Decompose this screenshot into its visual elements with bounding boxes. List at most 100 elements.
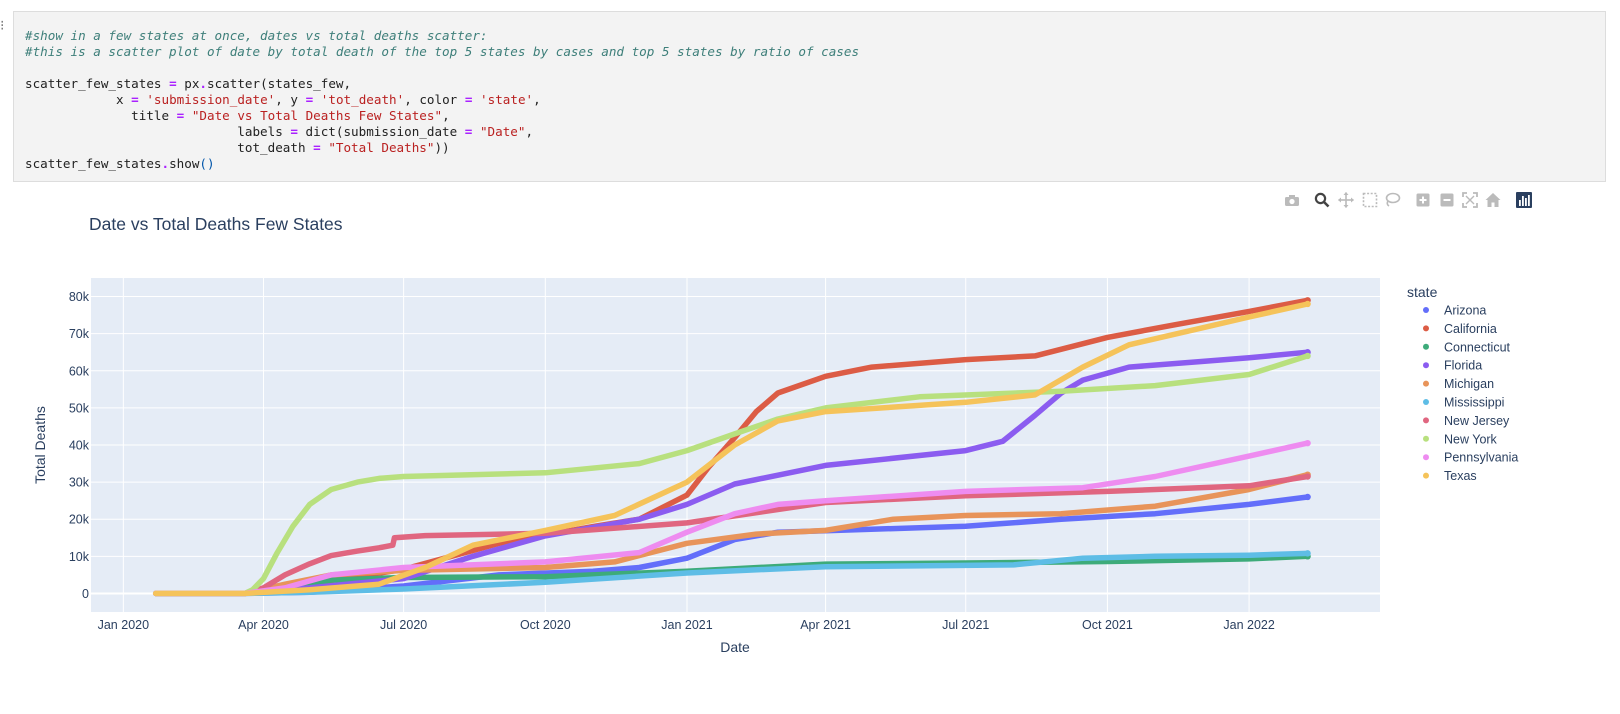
y-tick-label: 0 <box>82 587 89 601</box>
code-token: = <box>169 76 177 91</box>
code-token: = <box>290 124 298 139</box>
code-token: = <box>305 92 314 107</box>
legend-item[interactable]: New York <box>1423 432 1498 446</box>
code-token: , y <box>275 92 306 107</box>
series-new-york[interactable] <box>152 353 1311 597</box>
scatter-chart[interactable]: Date vs Total Deaths Few States 0 10k 20k 3… <box>0 214 1620 714</box>
legend-label: Michigan <box>1444 377 1494 391</box>
pan-icon[interactable] <box>1336 190 1356 210</box>
series-new-jersey[interactable] <box>152 473 1311 597</box>
data-point[interactable] <box>1304 550 1311 557</box>
data-point[interactable] <box>1304 352 1311 360</box>
x-tick-label: Jul 2020 <box>380 618 427 632</box>
data-point[interactable] <box>1304 473 1311 480</box>
legend-label: California <box>1444 322 1497 336</box>
legend-label: Mississippi <box>1444 396 1504 410</box>
code-token: show <box>169 156 200 171</box>
x-tick-label: Jan 2020 <box>98 618 149 632</box>
code-token: scatter(states_few, <box>207 76 352 91</box>
x-tick-label: Jan 2021 <box>661 618 712 632</box>
code-token: scatter_few_states <box>25 76 170 91</box>
legend-marker <box>1423 380 1429 387</box>
code-line: title = "Date vs Total Deaths Few States… <box>25 108 450 123</box>
legend-item[interactable]: Connecticut <box>1423 340 1511 354</box>
code-token: "Date vs Total Deaths Few States" <box>191 108 443 123</box>
data-point[interactable] <box>1304 300 1311 308</box>
box-select-icon[interactable] <box>1360 190 1380 210</box>
zoom-in-icon[interactable] <box>1413 190 1433 210</box>
code-token: #show in a few states at once, dates vs … <box>25 28 488 43</box>
legend-item[interactable]: Mississippi <box>1423 396 1504 410</box>
data-point[interactable] <box>1304 493 1311 501</box>
legend-label: Connecticut <box>1444 340 1511 354</box>
legend-marker <box>1423 362 1429 369</box>
code-token: , <box>442 108 450 123</box>
code-token: "Total Deaths" <box>328 140 435 155</box>
reset-axes-icon[interactable] <box>1483 190 1503 210</box>
plotly-logo-icon[interactable] <box>1514 190 1534 210</box>
legend-marker <box>1423 435 1429 442</box>
series-texas[interactable] <box>152 301 1311 597</box>
legend-label: New Jersey <box>1444 414 1510 428</box>
legend: Arizona California Connecticut Florida Michi… <box>1423 304 1518 483</box>
x-axis-label: Date <box>720 639 750 655</box>
legend-item[interactable]: Arizona <box>1423 304 1486 318</box>
code-token: #this is a scatter plot of date by total… <box>25 44 860 59</box>
code-token: px <box>176 76 200 91</box>
series-pennsylvania[interactable] <box>152 440 1311 597</box>
y-axis-label: Total Deaths <box>32 406 48 484</box>
legend-item[interactable]: New Jersey <box>1423 414 1510 428</box>
x-tick-label: Apr 2020 <box>238 618 289 632</box>
code-token <box>472 92 480 107</box>
legend-marker <box>1423 343 1429 350</box>
y-tick-label: 20k <box>69 513 90 527</box>
code-token: scatter_few_states <box>25 156 162 171</box>
code-line: #show in a few states at once, dates vs … <box>25 28 488 43</box>
code-token: 'state' <box>480 92 534 107</box>
code-token: dict(submission_date <box>297 124 465 139</box>
code-line: scatter_few_states = px.scatter(states_f… <box>25 76 351 91</box>
zoom-out-icon[interactable] <box>1437 190 1457 210</box>
code-line: labels = dict(submission_date = "Date", <box>25 124 533 139</box>
code-token: labels <box>25 124 291 139</box>
code-token: title <box>25 108 177 123</box>
x-tick-label: Oct 2021 <box>1082 618 1133 632</box>
legend-item[interactable]: Michigan <box>1423 377 1494 391</box>
series-layer <box>152 297 1311 597</box>
legend-item[interactable]: Pennsylvania <box>1423 451 1518 465</box>
legend-item[interactable]: California <box>1423 322 1497 336</box>
code-token: = <box>464 124 473 139</box>
legend-marker <box>1423 417 1429 424</box>
code-token: = <box>176 108 185 123</box>
code-token: , color <box>404 92 465 107</box>
legend-marker <box>1423 307 1429 313</box>
code-token: x <box>25 92 132 107</box>
code-token: , <box>525 124 534 139</box>
x-tick-label: Jul 2021 <box>942 618 989 632</box>
series-florida[interactable] <box>152 349 1311 597</box>
y-tick-label: 60k <box>69 364 90 378</box>
zoom-icon[interactable] <box>1312 190 1332 210</box>
code-token: () <box>199 156 215 171</box>
x-tick-label: Oct 2020 <box>520 618 571 632</box>
code-cell[interactable]: #show in a few states at once, dates vs … <box>13 11 1606 182</box>
data-point[interactable] <box>1304 439 1311 447</box>
lasso-select-icon[interactable] <box>1382 190 1402 210</box>
legend-marker <box>1423 472 1429 479</box>
legend-item[interactable]: Texas <box>1423 469 1477 483</box>
autoscale-icon[interactable] <box>1460 190 1480 210</box>
code-token: )) <box>434 140 450 155</box>
code-line: x = 'submission_date', y = 'tot_death', … <box>25 92 541 107</box>
code-token: tot_death <box>25 140 314 155</box>
code-token: "Date" <box>479 124 526 139</box>
legend-item[interactable]: Florida <box>1423 359 1482 373</box>
legend-marker <box>1423 325 1429 332</box>
legend-label: Florida <box>1444 359 1482 373</box>
code-editor[interactable]: #show in a few states at once, dates vs … <box>14 12 1605 172</box>
code-token <box>313 92 321 107</box>
legend-title: state <box>1407 284 1438 300</box>
legend-label: Texas <box>1444 469 1477 483</box>
camera-icon[interactable] <box>1282 190 1302 210</box>
cell-gutter-marker: ⁝ <box>0 18 5 34</box>
legend-label: Pennsylvania <box>1444 451 1518 465</box>
